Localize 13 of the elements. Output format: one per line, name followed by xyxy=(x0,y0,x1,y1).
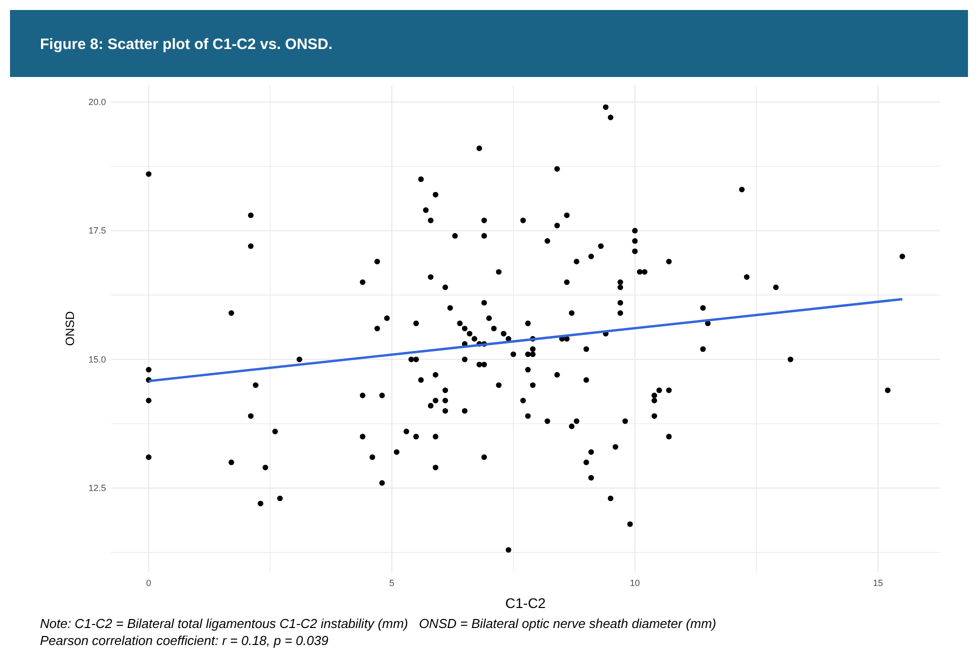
text: Pearson correlation coefficient: r = 0.18, p = 0.039 xyxy=(40,633,328,648)
y-tick-label: 15.0 xyxy=(88,354,106,364)
y-tick-label: 17.5 xyxy=(88,226,106,236)
x-tick-label: 15 xyxy=(873,578,884,588)
chart-title: Figure 8: Scatter plot of C1-C2 vs. ONSD. xyxy=(40,36,333,53)
y-tick-label: 12.5 xyxy=(88,483,106,494)
x-tick-label: 10 xyxy=(630,578,640,588)
text: Note: C1-C2 = Bilateral total ligamentous C1-C2 instability (mm) ONSD = Bilateral optic nerve sheath diameter (mm) xyxy=(40,616,716,631)
x-axis-title: C1-C2 xyxy=(505,595,546,611)
y-tick-label: 20.0 xyxy=(88,96,106,107)
x-tick-label: 0 xyxy=(146,578,152,588)
x-tick-label: 5 xyxy=(389,578,394,588)
y-axis-title: ONSD xyxy=(63,310,77,346)
